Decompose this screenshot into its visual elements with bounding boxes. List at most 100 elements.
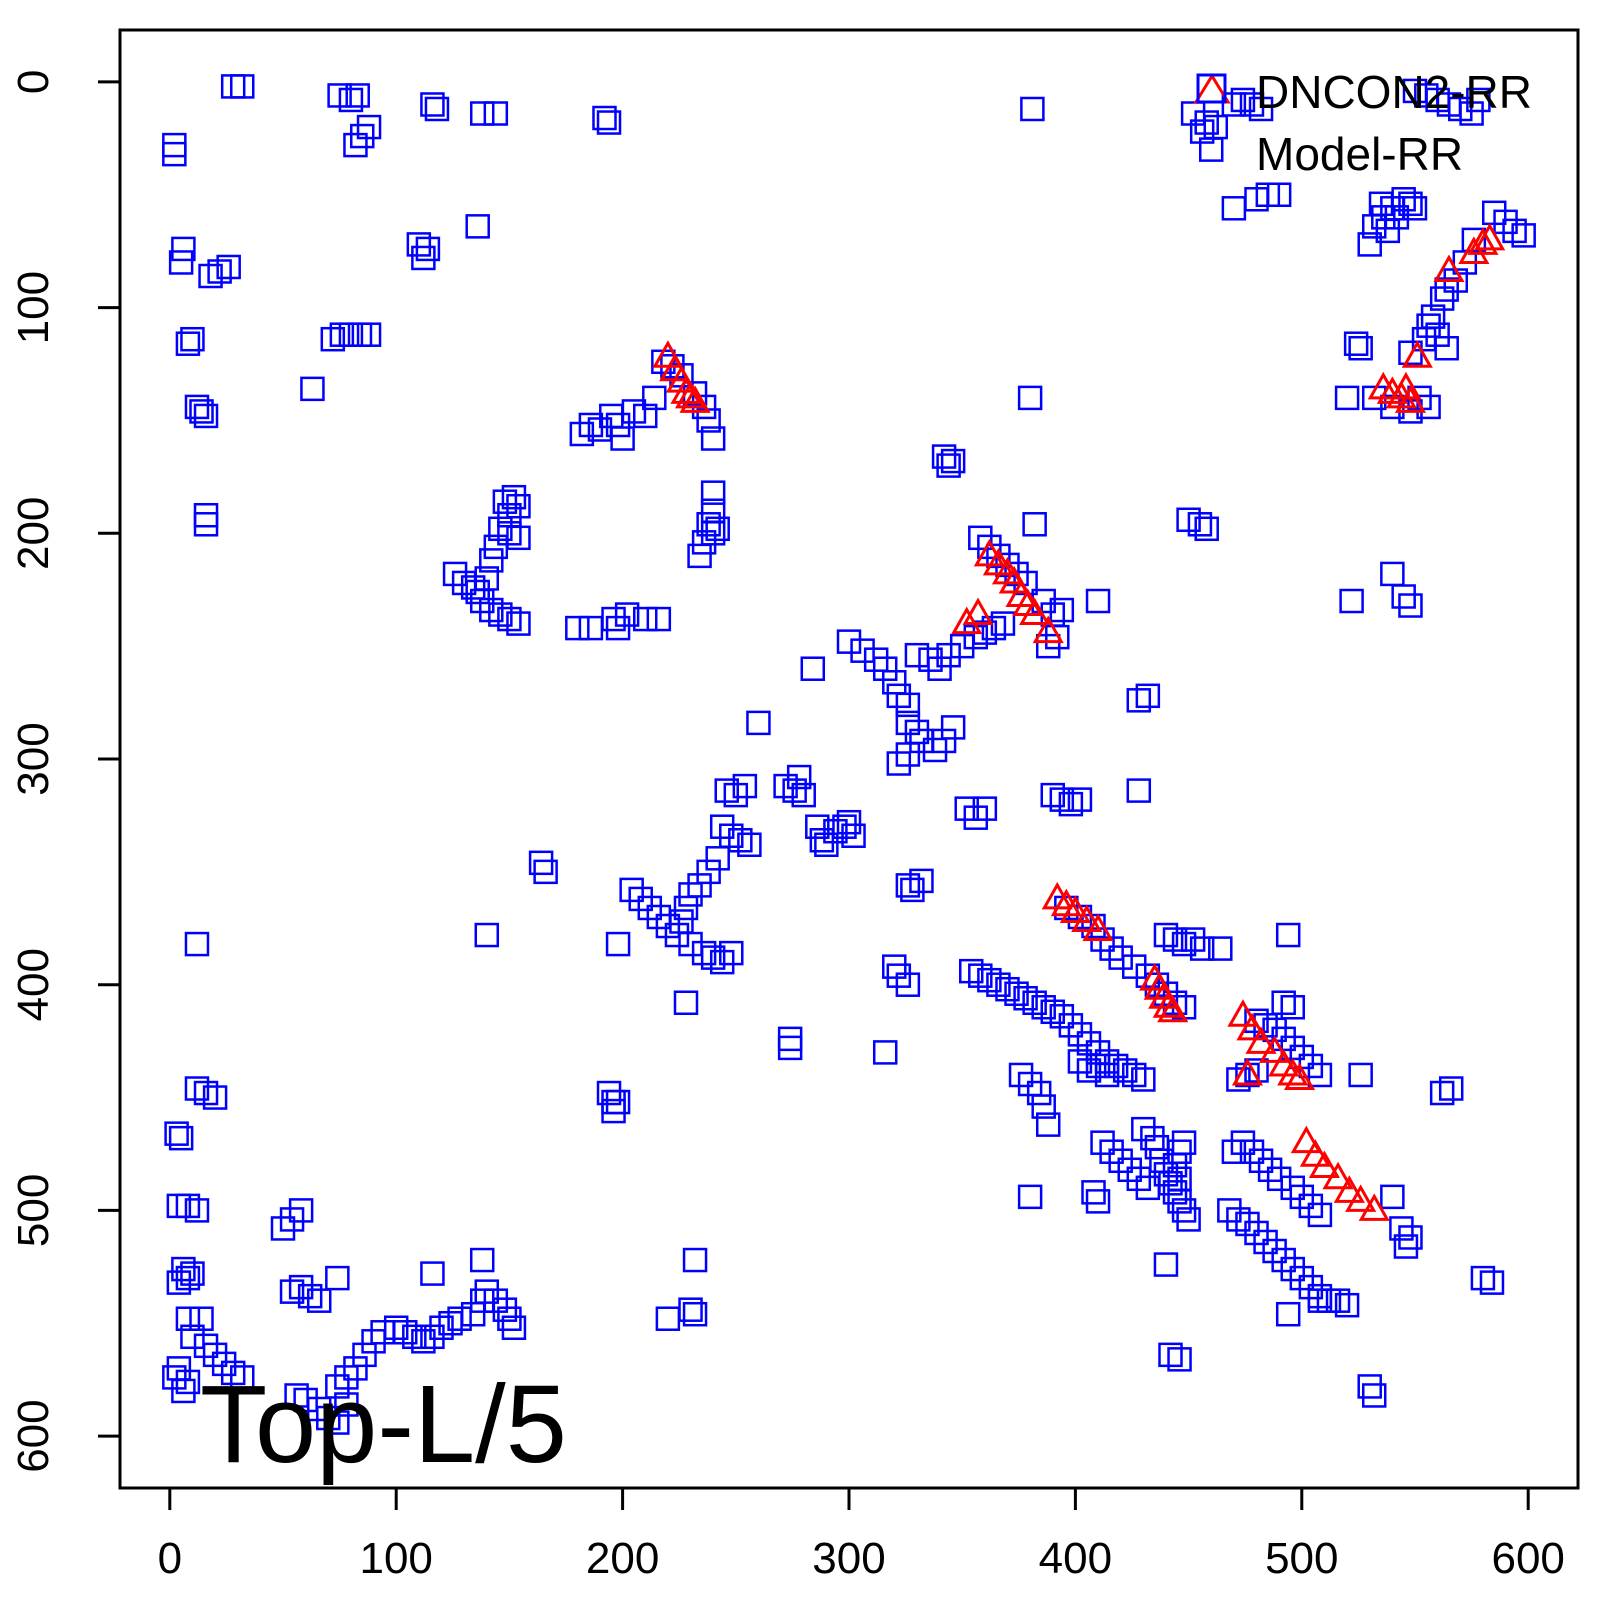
model-rr-point (1239, 1139, 1265, 1164)
model-rr-point (696, 859, 721, 885)
model-rr-point (1112, 1058, 1138, 1083)
model-rr-point (1108, 945, 1133, 970)
model-rr-point (1280, 1175, 1305, 1201)
model-rr-point (343, 1356, 368, 1381)
model-rr-point (506, 493, 531, 519)
model-rr-point (284, 1383, 309, 1408)
dncon2-rr-point (1467, 227, 1499, 255)
model-rr-point (1167, 1139, 1192, 1164)
model-rr-point (356, 322, 382, 347)
dncon2-rr-point (1358, 1193, 1390, 1221)
model-rr-point (202, 1342, 228, 1368)
model-rr-point (1158, 1342, 1183, 1368)
x-tick-label: 200 (586, 1534, 659, 1583)
model-rr-point (578, 412, 604, 438)
model-rr-point (1298, 1193, 1324, 1219)
model-rr-point (1035, 633, 1061, 659)
dncon2-rr-point (1019, 597, 1051, 626)
model-rr-point (1307, 1062, 1333, 1088)
model-rr-point (1280, 1256, 1305, 1282)
model-rr-point (288, 1274, 314, 1300)
model-rr-point (927, 656, 952, 681)
model-rr-point (451, 570, 477, 596)
model-rr-point (1040, 782, 1066, 808)
model-rr-point (1171, 1198, 1197, 1223)
model-rr-point (1022, 990, 1047, 1016)
model-rr-point (230, 1365, 255, 1390)
model-rr-point (300, 376, 325, 402)
model-rr-point (189, 399, 214, 424)
model-rr-point (474, 1279, 500, 1304)
model-rr-point (605, 931, 631, 957)
model-rr-point (469, 588, 495, 614)
model-rr-point (986, 543, 1011, 569)
model-rr-point (696, 512, 721, 537)
model-rr-point (1244, 1058, 1269, 1083)
model-rr-point (1339, 588, 1364, 614)
model-rr-point (1045, 624, 1070, 650)
model-rr-point (488, 602, 513, 627)
model-rr-point (1020, 96, 1045, 122)
model-rr-point (1049, 787, 1075, 812)
model-rr-point (528, 850, 554, 876)
model-rr-point (1221, 1139, 1247, 1164)
model-rr-point (723, 782, 749, 808)
model-rr-point (1194, 516, 1219, 542)
model-rr-point (1189, 119, 1215, 144)
dncon2-rr-point (1474, 222, 1506, 251)
model-rr-point (483, 1288, 509, 1313)
model-rr-point (1167, 1166, 1192, 1192)
model-rr-point (184, 1198, 210, 1223)
model-rr-point (700, 521, 726, 546)
model-rr-point (1398, 191, 1423, 217)
model-rr-point (1099, 1139, 1124, 1164)
model-rr-point (1307, 1202, 1333, 1228)
model-rr-point (1289, 1184, 1315, 1210)
model-rr-point (1429, 286, 1455, 311)
model-rr-point (356, 114, 382, 140)
model-rr-point (334, 1365, 359, 1390)
x-axis: 0 100 200 300 400 500 600 (158, 1486, 1565, 1583)
model-rr-point (691, 940, 717, 966)
model-rr-point (1189, 936, 1215, 961)
series-model-rr (162, 74, 1536, 1435)
model-rr-point (872, 1040, 898, 1065)
model-rr-point (1425, 322, 1450, 347)
model-rr-point (678, 882, 703, 907)
model-rr-point (288, 1198, 314, 1223)
model-rr-point (977, 534, 1002, 560)
model-rr-point (1502, 218, 1527, 244)
model-rr-point (936, 453, 961, 478)
series-dncon2-rr (652, 222, 1506, 1221)
model-rr-point (1244, 1008, 1269, 1034)
model-rr-point (687, 543, 712, 569)
model-rr-point (1085, 588, 1111, 614)
model-rr-point (709, 814, 735, 839)
model-rr-point (492, 489, 518, 514)
model-rr-point (700, 945, 726, 970)
model-rr-point (175, 1369, 201, 1395)
model-rr-point (1162, 1153, 1188, 1178)
model-rr-point (411, 1329, 436, 1354)
model-rr-point (565, 615, 590, 641)
dncon2-rr-point (1152, 990, 1184, 1018)
model-rr-point (1393, 1234, 1419, 1259)
model-rr-point (1076, 1058, 1102, 1083)
model-rr-point (293, 1387, 318, 1413)
dncon2-rr-point (1290, 1125, 1322, 1154)
model-rr-point (1122, 954, 1147, 979)
model-rr-point (732, 773, 758, 799)
model-rr-point (601, 1098, 626, 1124)
model-rr-point (977, 967, 1002, 993)
model-rr-point (895, 710, 921, 736)
model-rr-point (325, 1374, 350, 1399)
model-rr-point (1384, 205, 1410, 230)
model-rr-point (940, 448, 966, 474)
model-rr-point (447, 1306, 472, 1331)
model-rr-point (687, 873, 712, 898)
model-rr-point (1094, 1049, 1120, 1074)
model-rr-point (180, 1261, 205, 1286)
model-rr-point (501, 1315, 527, 1341)
model-rr-point (1017, 1184, 1043, 1210)
model-rr-point (632, 403, 658, 429)
